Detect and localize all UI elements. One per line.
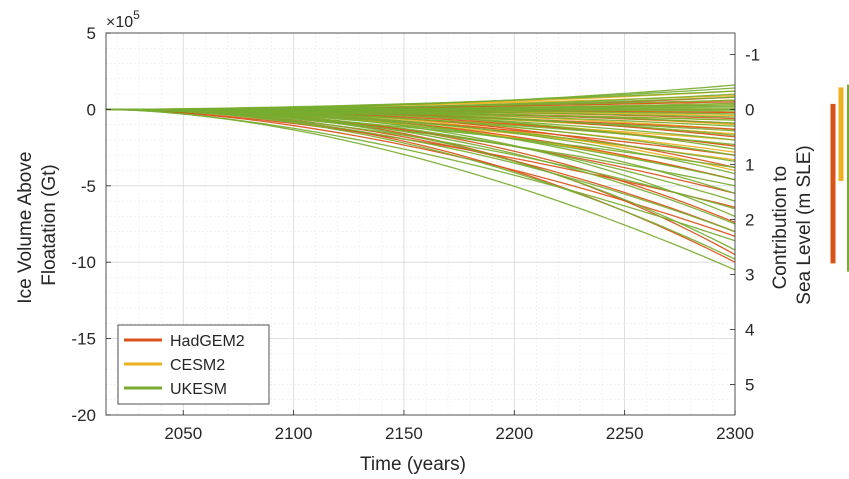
- series-line-ukesm: [106, 108, 736, 251]
- axis-ticks: 2050 2100 2150 2200 2250 230050-5-10-15-20-10…: [71, 24, 760, 443]
- range-bar-hadgem2: [830, 103, 836, 264]
- legend: HadGEM2 CESM2 UKESM: [117, 324, 270, 405]
- legend-label-ukesm: UKESM: [170, 381, 227, 398]
- y-tick-label: -5: [81, 177, 96, 196]
- y-exponent-label: ×105: [106, 8, 140, 31]
- y2-tick-label: 5: [745, 375, 754, 394]
- x-tick-label: 2150: [385, 424, 423, 443]
- y2-axis-label-line-1: Contribution to: [770, 166, 791, 290]
- y-tick-label: 0: [87, 100, 96, 119]
- series-line-ukesm: [106, 108, 736, 217]
- y-tick-label: -10: [71, 253, 96, 272]
- x-tick-label: 2300: [716, 424, 754, 443]
- series-line-ukesm: [105, 108, 736, 260]
- y-axis-label-line-1: Ice Volume Above: [15, 152, 36, 304]
- y-axis-label: Ice Volume Above Floatation (Gt): [15, 146, 60, 303]
- y2-axis-label: Contribution to Sea Level (m SLE): [770, 145, 815, 304]
- x-tick-label: 2250: [606, 424, 644, 443]
- y-tick-label: -15: [71, 330, 96, 349]
- range-bar-ukesm: [847, 84, 849, 272]
- series-line-ukesm: [106, 107, 736, 111]
- x-axis-label: Time (years): [360, 454, 466, 475]
- series-line-ukesm: [105, 108, 736, 271]
- y2-axis-label-line-2: Sea Level (m SLE): [794, 145, 815, 304]
- y2-tick-label: 3: [745, 265, 754, 284]
- x-tick-label: 2200: [495, 424, 533, 443]
- y2-tick-label: 1: [745, 155, 754, 174]
- y-tick-label: 5: [87, 24, 96, 43]
- y2-tick-label: 4: [745, 320, 754, 339]
- y-axis-label-line-2: Floatation (Gt): [39, 164, 60, 285]
- plot-area-frame: [105, 32, 736, 416]
- y2-tick-label: -1: [745, 45, 760, 64]
- range-bars: [830, 84, 849, 272]
- y-exponent-power: 5: [133, 8, 140, 22]
- range-bar-cesm2: [838, 87, 844, 181]
- series-layer: [105, 84, 736, 271]
- y2-tick-label: 0: [745, 100, 754, 119]
- x-tick-label: 2100: [275, 424, 313, 443]
- y2-tick-label: 2: [745, 210, 754, 229]
- legend-label-hadgem2: HadGEM2: [170, 333, 245, 350]
- x-tick-label: 2050: [164, 424, 202, 443]
- legend-label-cesm2: CESM2: [170, 357, 225, 374]
- y-tick-label: -20: [71, 406, 96, 425]
